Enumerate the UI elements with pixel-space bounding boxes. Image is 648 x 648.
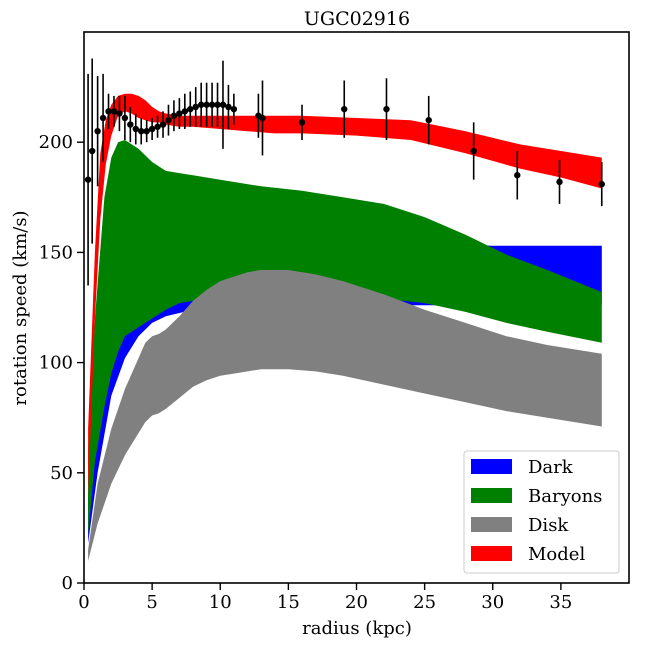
data-point	[94, 127, 101, 135]
legend-label-disk: Disk	[528, 515, 569, 536]
data-point	[225, 103, 232, 111]
data-point	[132, 125, 139, 133]
data-point	[219, 101, 227, 108]
data-point	[159, 121, 167, 128]
data-point	[230, 105, 238, 113]
data-point	[203, 101, 210, 108]
legend-swatch-model	[471, 546, 512, 561]
data-point	[99, 114, 107, 122]
x-tick-label: 15	[277, 592, 300, 613]
data-point	[556, 178, 563, 186]
data-point	[208, 101, 216, 108]
data-point	[116, 110, 123, 117]
axis-ticks: 0 5 10 15 20 25 30 35 0 50 100 150 200	[39, 132, 573, 613]
x-tick-label: 10	[209, 592, 232, 613]
data-point	[176, 110, 183, 117]
data-point	[165, 116, 172, 124]
band-baryons	[88, 140, 602, 535]
x-tick-label: 25	[413, 592, 436, 613]
data-point	[192, 103, 199, 111]
data-point	[181, 108, 189, 115]
bands-layer	[88, 93, 602, 561]
data-point	[154, 123, 161, 130]
data-point	[425, 116, 432, 124]
legend-swatch-dark	[471, 459, 512, 474]
legend-label-model: Model	[528, 544, 585, 565]
y-tick-label: 0	[62, 573, 73, 594]
chart-title: UGC02916	[304, 8, 410, 30]
y-axis-label: rotation speed (km/s)	[10, 210, 31, 405]
data-point	[341, 105, 348, 113]
band-disk	[88, 270, 602, 561]
data-point	[148, 125, 156, 133]
data-point	[514, 172, 521, 179]
x-tick-label: 35	[549, 592, 572, 613]
legend-swatch-disk	[471, 517, 512, 532]
x-tick-label: 0	[78, 592, 89, 613]
x-tick-label: 5	[146, 592, 157, 613]
legend-label-dark: Dark	[528, 457, 574, 478]
legend-box	[463, 450, 620, 574]
data-point	[138, 127, 145, 135]
data-point	[143, 127, 150, 135]
data-point	[259, 114, 266, 122]
data-point	[121, 114, 129, 122]
y-tick-label: 100	[39, 353, 73, 374]
data-point	[105, 108, 112, 115]
legend-swatch-baryons	[471, 488, 512, 503]
x-tick-label: 30	[481, 592, 504, 613]
data-point	[598, 180, 605, 188]
data-point	[187, 105, 194, 113]
legend: Dark Baryons Disk Model	[463, 450, 620, 574]
data-point	[110, 108, 118, 115]
data-point	[170, 112, 178, 119]
x-axis-label: radius (kpc)	[302, 618, 412, 639]
data-point	[214, 101, 221, 108]
data-point	[197, 101, 205, 108]
data-point	[470, 147, 477, 155]
data-point	[84, 176, 92, 183]
x-tick-label: 20	[345, 592, 368, 613]
y-tick-label: 200	[39, 132, 73, 153]
legend-label-baryons: Baryons	[528, 486, 602, 507]
data-point	[298, 119, 306, 126]
y-tick-label: 150	[39, 242, 73, 263]
data-point	[383, 105, 390, 113]
data-point	[88, 147, 96, 155]
data-point	[127, 121, 134, 128]
observed-points-layer	[84, 58, 605, 286]
y-tick-label: 50	[50, 463, 73, 484]
